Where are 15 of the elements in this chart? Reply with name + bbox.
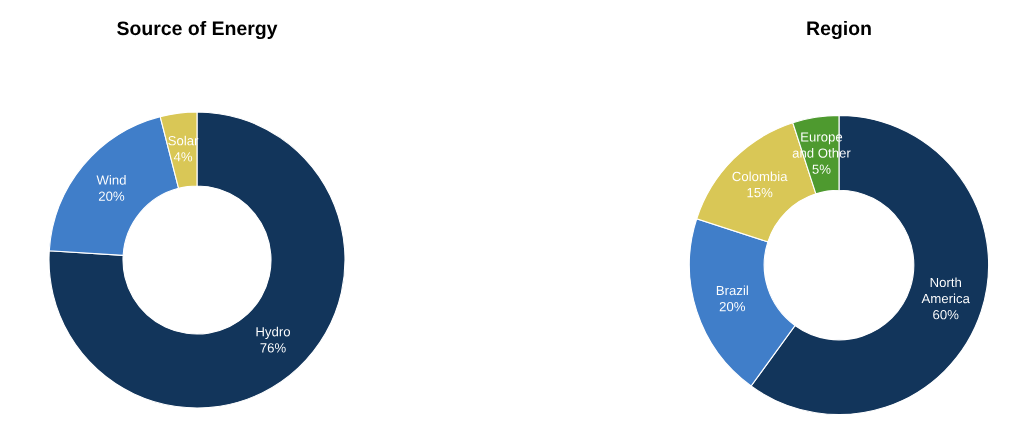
data-label: 15% [747, 187, 773, 198]
chart-title: Source of Energy [117, 20, 278, 40]
data-label: 5% [812, 164, 831, 174]
data-label: 60% [933, 309, 959, 320]
data-label: 20% [719, 301, 746, 312]
donut-slice [48, 111, 346, 409]
slice-label: North America [921, 277, 970, 304]
data-label: 20% [98, 191, 125, 201]
data-label: 4% [173, 152, 193, 162]
data-label: 76% [260, 343, 286, 353]
slice-label: Colombia [732, 171, 788, 182]
slice-label: Brazil [716, 285, 748, 296]
chart-title: Region [807, 20, 871, 40]
slice-label: Hydro [256, 326, 291, 339]
slice-label: Wind [96, 175, 126, 185]
